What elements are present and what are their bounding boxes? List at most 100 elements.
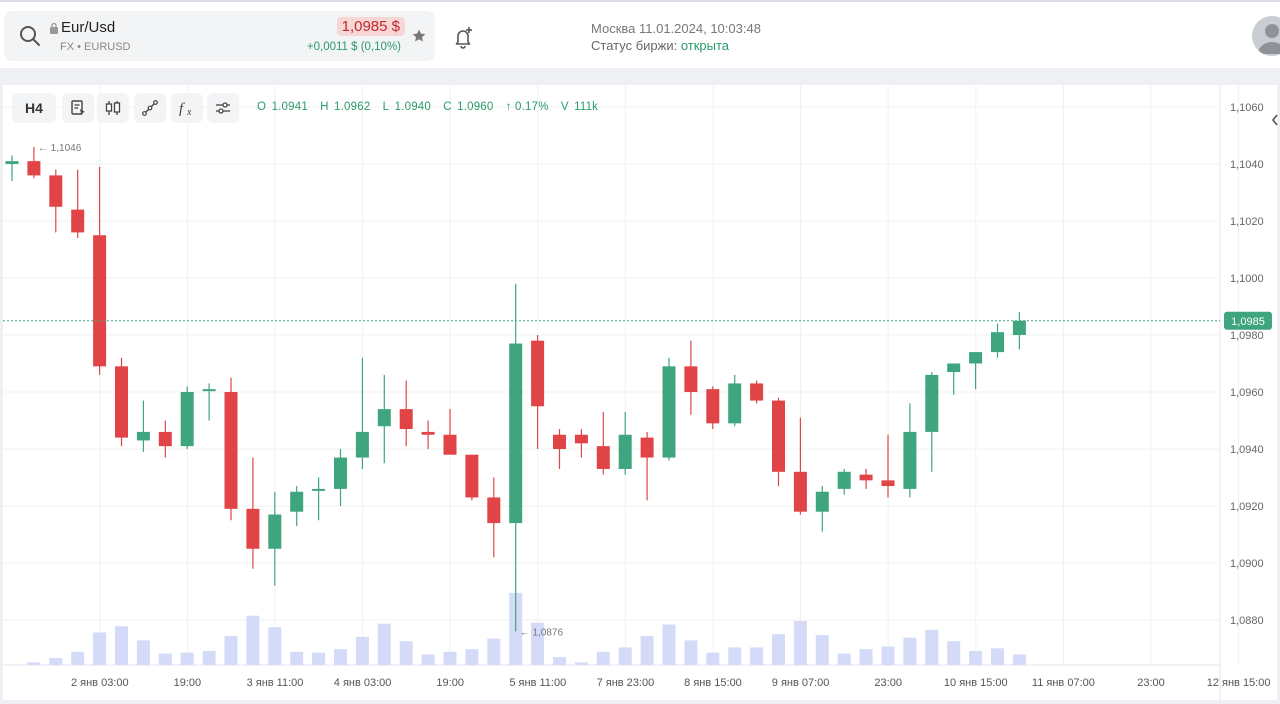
candle-body bbox=[355, 431, 369, 458]
candles bbox=[5, 146, 1026, 632]
candle-body bbox=[71, 209, 85, 233]
candle-body bbox=[640, 437, 654, 458]
open-label: O bbox=[257, 101, 267, 113]
volume-bar bbox=[487, 638, 501, 665]
volume-bar bbox=[531, 622, 545, 665]
instrument-symbol: Eur/Usd bbox=[61, 19, 116, 36]
indicators-button[interactable]: f x bbox=[171, 93, 203, 123]
chevron-left-icon[interactable] bbox=[1270, 110, 1280, 130]
volume-bar bbox=[136, 640, 150, 665]
user-icon bbox=[1258, 24, 1280, 54]
function-icon: f x bbox=[179, 101, 192, 117]
candle-body bbox=[728, 383, 742, 424]
y-tick-label: 1,1060 bbox=[1230, 102, 1264, 114]
volume-bar bbox=[180, 652, 194, 665]
avatar[interactable] bbox=[1252, 16, 1280, 56]
top-bar: Eur/Usd FX • EURUSD 1,0985 $ +0,0011 $ (… bbox=[0, 0, 1280, 68]
settings-button[interactable] bbox=[207, 93, 239, 123]
volume-bar bbox=[49, 657, 63, 665]
candle-body bbox=[531, 340, 545, 407]
exchange-status: Статус биржи: открыта bbox=[591, 38, 729, 53]
volume-bar bbox=[706, 652, 720, 665]
svg-text:f: f bbox=[179, 101, 185, 117]
y-axis: 1,1060 1,1040 1,1020 1,1000 1,0980 1,0960 1,09… bbox=[1230, 102, 1264, 627]
x-tick-label: 8 янв 15:00 bbox=[684, 677, 742, 689]
annotations: ← 1,1046 ← 1,0876 bbox=[38, 143, 564, 639]
volume-bar bbox=[728, 647, 742, 665]
candle-body bbox=[881, 480, 895, 487]
x-tick-label: 19:00 bbox=[174, 677, 202, 689]
candle-body bbox=[5, 161, 19, 164]
current-price-label: 1,0985 bbox=[1231, 316, 1265, 328]
candle-body bbox=[596, 446, 610, 469]
candle-body bbox=[1012, 320, 1026, 335]
x-tick-label: 2 янв 03:00 bbox=[71, 677, 129, 689]
candle-body bbox=[136, 431, 150, 441]
high-label: H bbox=[320, 101, 329, 113]
candle-body bbox=[574, 434, 588, 444]
extreme-annotation: ← 1,1046 bbox=[38, 143, 82, 154]
x-tick-label: 23:00 bbox=[874, 677, 902, 689]
volume-bar bbox=[991, 648, 1004, 665]
y-tick-label: 1,0940 bbox=[1230, 444, 1264, 456]
status-label: Статус биржи: bbox=[591, 38, 678, 53]
candle-body bbox=[509, 343, 523, 524]
x-tick-label: 19:00 bbox=[436, 677, 464, 689]
current-price-line: 1,0985 bbox=[3, 311, 1272, 330]
price-change: +0,0011 $ (0,10%) bbox=[306, 41, 401, 53]
x-tick-label: 4 янв 03:00 bbox=[334, 677, 392, 689]
volume-bar bbox=[27, 662, 41, 665]
volume-bar bbox=[421, 654, 435, 665]
close-value: 1.0960 bbox=[457, 101, 494, 113]
candle-body bbox=[49, 175, 63, 207]
candle-body bbox=[224, 392, 238, 509]
drawing-tools-button[interactable] bbox=[134, 93, 166, 123]
volume-bar bbox=[574, 662, 588, 665]
x-tick-label: 10 янв 15:00 bbox=[944, 677, 1008, 689]
volume-bar bbox=[399, 641, 413, 665]
volume-bar bbox=[312, 652, 326, 665]
volume-bar bbox=[925, 629, 939, 665]
candle-body bbox=[815, 491, 829, 512]
extreme-annotation: ← 1,0876 bbox=[520, 627, 564, 638]
chart-type-button[interactable] bbox=[97, 93, 129, 123]
timeframe-button[interactable]: H4 bbox=[12, 93, 56, 123]
grid bbox=[3, 85, 1240, 700]
candle-body bbox=[268, 514, 282, 549]
change-value: ↑ 0.17% bbox=[505, 101, 549, 113]
close-label: C bbox=[443, 101, 452, 113]
ticker-label: EURUSD bbox=[84, 41, 131, 53]
exchange-time: Москва 11.01.2024, 10:03:48 bbox=[591, 21, 761, 36]
volume-bar bbox=[684, 640, 698, 665]
y-tick-label: 1,0920 bbox=[1230, 501, 1264, 513]
instrument-selector[interactable]: Eur/Usd FX • EURUSD 1,0985 $ +0,0011 $ (… bbox=[4, 11, 435, 61]
candle-body bbox=[290, 491, 304, 512]
candle-body bbox=[793, 471, 807, 512]
y-tick-label: 1,0880 bbox=[1230, 615, 1264, 627]
x-tick-label: 11 янв 07:00 bbox=[1032, 677, 1095, 689]
volume-bar bbox=[443, 651, 457, 665]
candle-body bbox=[837, 471, 851, 489]
y-tick-label: 1,0980 bbox=[1230, 330, 1264, 342]
candle-body bbox=[969, 352, 983, 364]
candle-body bbox=[465, 454, 479, 498]
volume-bar bbox=[268, 627, 282, 665]
star-icon[interactable] bbox=[411, 28, 427, 44]
candle-body bbox=[553, 434, 566, 449]
y-tick-label: 1,1020 bbox=[1230, 216, 1264, 228]
volume-bar bbox=[596, 651, 610, 665]
y-tick-label: 1,0960 bbox=[1230, 387, 1264, 399]
current-price-badge bbox=[1224, 311, 1272, 330]
candle-body bbox=[93, 235, 107, 367]
bell-plus-icon[interactable] bbox=[450, 24, 476, 50]
indicator-list-button[interactable] bbox=[62, 93, 94, 123]
volume-bar bbox=[815, 635, 829, 665]
candle-body bbox=[925, 374, 939, 432]
volume-bar bbox=[947, 641, 961, 665]
low-value: 1.0940 bbox=[394, 101, 431, 113]
volume-bar bbox=[158, 653, 172, 665]
search-icon[interactable] bbox=[18, 24, 42, 48]
x-tick-label: 7 янв 23:00 bbox=[597, 677, 655, 689]
volume-bar bbox=[202, 650, 216, 665]
